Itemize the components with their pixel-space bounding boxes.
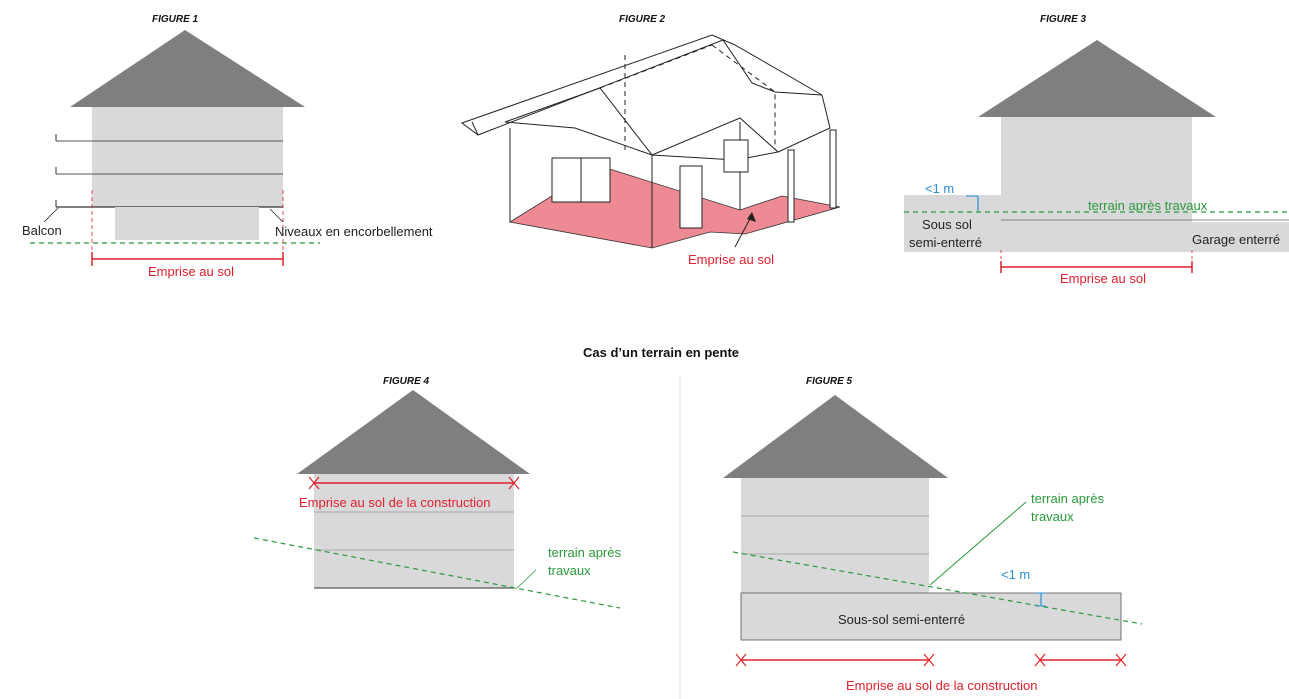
figure-2-roof-edge <box>471 121 479 136</box>
figure-5-terrain-label-2: travaux <box>1031 509 1074 524</box>
figure-3-sous-sol-label: Sous sol <box>922 217 972 232</box>
figure-4-ground-line <box>253 537 621 609</box>
figure-2-porch-roof <box>777 94 831 153</box>
figure-3-garage-block <box>1192 222 1289 252</box>
figure-4-terrain-label-1: terrain après <box>548 545 621 560</box>
figure-3-lt1m-label: <1 m <box>925 181 954 196</box>
figure-5-dimension-cross <box>735 653 747 667</box>
figure-2-porch-gable <box>651 117 780 161</box>
figure-5-sous-sol-block <box>740 592 1122 641</box>
figure-3-roof <box>978 40 1216 117</box>
figure-1-balcon-leader <box>43 207 59 223</box>
figure-4-terrain-leader <box>515 569 537 590</box>
figure-2: FIGURE 2 Emprise au sol <box>460 14 841 267</box>
figure-4-dimension-cross <box>308 476 320 490</box>
figure-2-emprise-label: Emprise au sol <box>688 252 774 267</box>
figure-2-title: FIGURE 2 <box>619 14 666 25</box>
figure-2-pillar <box>787 149 795 223</box>
figure-5: FIGURE 5 terrain après travaux <1 m Sous… <box>723 376 1143 693</box>
figure-1-title: FIGURE 1 <box>152 14 199 25</box>
figure-5-terrain-leader <box>929 501 1027 586</box>
figure-5-sous-sol-label: Sous-sol semi-enterré <box>838 612 965 627</box>
figure-2-arrow-head <box>747 212 756 222</box>
figure-4-roof <box>297 390 530 474</box>
figure-5-dimension-cross <box>1115 653 1127 667</box>
figure-2-hidden-edge <box>599 44 713 89</box>
figure-2-hidden-edge <box>711 44 776 150</box>
figure-5-terrain-label-1: terrain après <box>1031 491 1104 506</box>
figure-4-house <box>314 474 514 588</box>
figure-3-semi-enterre-label: semi-enterré <box>909 235 982 250</box>
figure-2-door <box>679 165 703 229</box>
figure-1: FIGURE 1 Balcon Niveaux en encorbellemen… <box>22 14 433 279</box>
figure-1-roof <box>70 30 305 107</box>
figure-1-ground-floor <box>115 207 259 240</box>
figure-4-terrain-label-2: travaux <box>548 563 591 578</box>
figure-3-title: FIGURE 3 <box>1040 14 1087 25</box>
figure-5-emprise-label: Emprise au sol de la construction <box>846 678 1037 693</box>
figure-5-ground-line <box>732 551 1143 625</box>
figure-1-emprise-label: Emprise au sol <box>148 264 234 279</box>
figure-4-emprise-label: Emprise au sol de la construction <box>299 495 490 510</box>
figure-5-dimension-cross <box>923 653 935 667</box>
figure-3-emprise-label: Emprise au sol <box>1060 271 1146 286</box>
figure-2-gable <box>504 87 654 157</box>
figure-2-window <box>723 139 749 173</box>
figure-5-roof <box>723 395 948 478</box>
figure-2-arrow-line <box>734 214 753 248</box>
figure-5-lt1m-label: <1 m <box>1001 567 1030 582</box>
figure-3-terrain-label: terrain après travaux <box>1088 198 1208 213</box>
figure-2-pillar <box>829 129 837 209</box>
figure-4-dimension-cross <box>508 476 520 490</box>
figure-4: FIGURE 4 Emprise au sol de la constructi… <box>253 376 621 609</box>
figure-1-balcon-label: Balcon <box>22 223 62 238</box>
figure-3: FIGURE 3 <1 m terrain après travaux Sous… <box>904 14 1289 286</box>
figure-2-roof <box>460 34 823 136</box>
figure-5-title: FIGURE 5 <box>806 376 853 387</box>
figure-1-niveaux-leader <box>269 208 284 223</box>
figure-1-upper-floors <box>92 107 283 207</box>
figure-3-sous-sol-block <box>904 195 1001 252</box>
figure-5-dimension-cross <box>1034 653 1046 667</box>
section-title: Cas d’un terrain en pente <box>583 345 739 360</box>
figure-4-title: FIGURE 4 <box>383 376 430 387</box>
figure-5-house <box>741 478 929 593</box>
figure-3-house <box>1001 117 1192 252</box>
figure-3-garage-label: Garage enterré <box>1192 232 1280 247</box>
figure-1-niveaux-label: Niveaux en encorbellement <box>275 224 433 239</box>
